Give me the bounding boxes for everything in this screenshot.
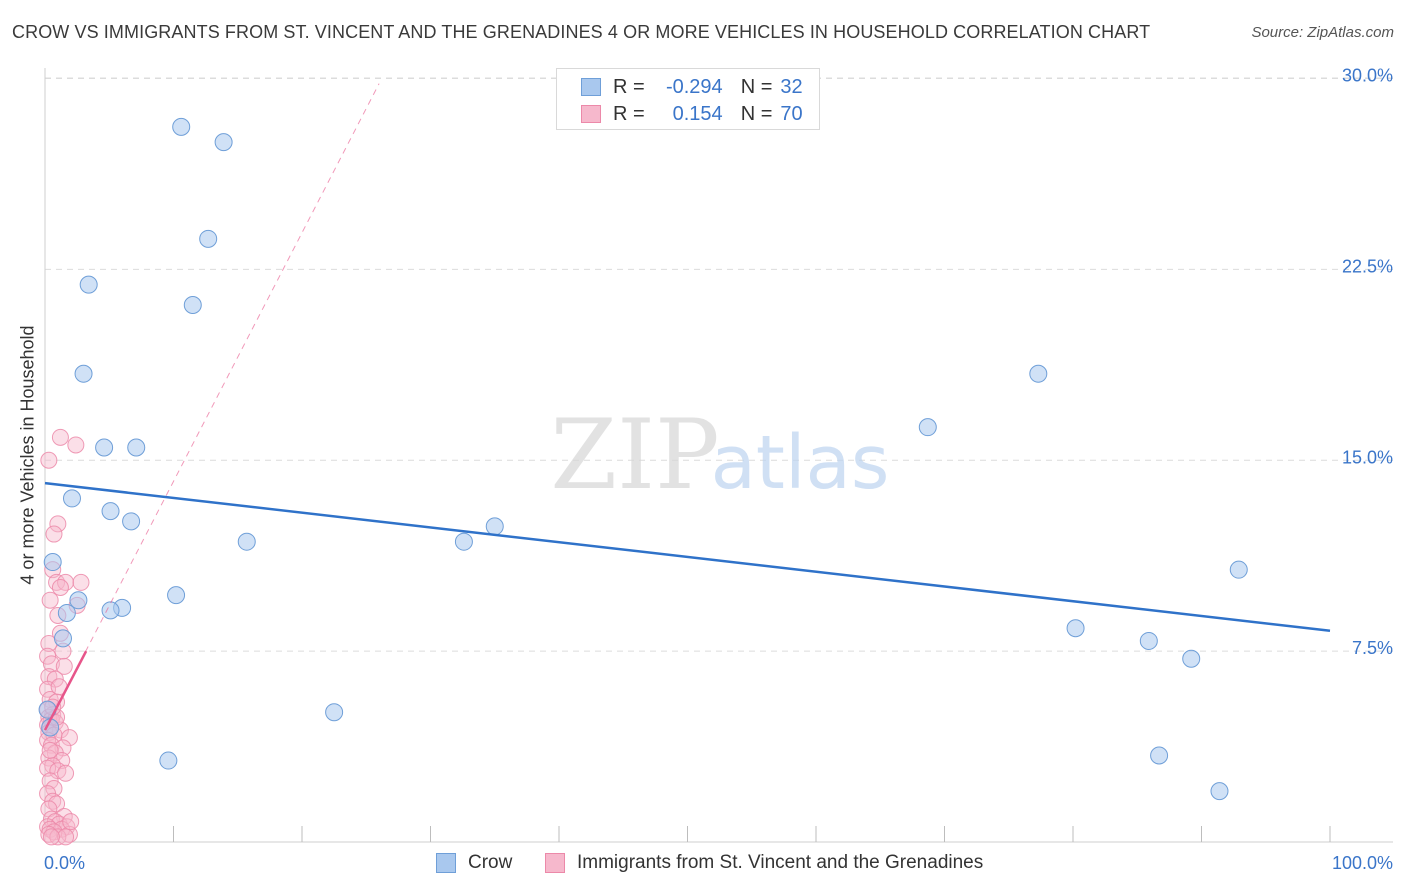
stats-row-svg: R = 0.154 N = 70 bbox=[581, 101, 803, 127]
point-immigrants-svg bbox=[49, 515, 67, 533]
chart-title: CROW VS IMMIGRANTS FROM ST. VINCENT AND … bbox=[12, 22, 1151, 42]
x-tick-label-max: 100.0% bbox=[1332, 853, 1393, 873]
point-crow bbox=[325, 703, 344, 722]
x-tick-label-min: 0.0% bbox=[44, 853, 85, 873]
point-crow bbox=[918, 418, 937, 437]
point-crow bbox=[101, 601, 120, 620]
point-immigrants-svg bbox=[57, 573, 75, 591]
point-immigrants-svg bbox=[53, 752, 71, 770]
trend-extension-svg bbox=[44, 83, 380, 731]
legend: Crow Immigrants from St. Vincent and the… bbox=[0, 852, 1406, 878]
stats-svg-n-label: N = bbox=[740, 102, 773, 125]
trend-line-crow bbox=[44, 481, 1331, 633]
point-immigrants-svg bbox=[67, 436, 85, 454]
point-crow bbox=[69, 591, 88, 610]
point-immigrants-svg bbox=[41, 741, 59, 759]
legend-swatch-svg bbox=[545, 853, 565, 873]
point-crow bbox=[1029, 364, 1048, 383]
legend-label-svg: Immigrants from St. Vincent and the Gren… bbox=[577, 852, 984, 873]
point-crow bbox=[122, 512, 141, 531]
stats-row-crow: R = -0.294 N = 32 bbox=[581, 74, 803, 100]
legend-label-crow: Crow bbox=[468, 852, 513, 873]
point-crow bbox=[57, 603, 76, 622]
stats-swatch-crow bbox=[581, 78, 601, 96]
point-crow bbox=[1066, 619, 1085, 638]
point-crow bbox=[159, 751, 178, 770]
point-crow bbox=[53, 629, 72, 648]
y-tick-label: 7.5% bbox=[1352, 638, 1393, 658]
point-crow bbox=[1139, 631, 1158, 650]
point-crow bbox=[1229, 560, 1248, 579]
tick-labels: 7.5% 15.0% 22.5% 30.0% 0.0% 100.0% bbox=[44, 66, 1393, 874]
point-crow bbox=[199, 229, 218, 248]
point-crow bbox=[214, 133, 233, 152]
point-immigrants-svg bbox=[45, 525, 63, 543]
point-immigrants-svg bbox=[39, 759, 57, 777]
point-crow bbox=[1150, 746, 1169, 765]
point-immigrants-svg bbox=[41, 772, 59, 790]
point-immigrants-svg bbox=[55, 657, 73, 675]
point-immigrants-svg bbox=[40, 451, 58, 469]
grid-lines bbox=[45, 77, 1393, 652]
y-tick-label: 30.0% bbox=[1342, 66, 1393, 86]
point-crow bbox=[485, 517, 504, 536]
y-tick-label: 22.5% bbox=[1342, 256, 1393, 276]
point-immigrants-svg bbox=[57, 828, 75, 846]
point-immigrants-svg bbox=[42, 828, 60, 846]
stats-svg-n-value: 70 bbox=[780, 102, 803, 125]
stats-crow-r-label: R = bbox=[613, 75, 645, 98]
legend-item-svg[interactable]: Immigrants from St. Vincent and the Gren… bbox=[545, 852, 983, 874]
point-immigrants-svg bbox=[57, 764, 75, 782]
legend-swatch-crow bbox=[436, 853, 456, 873]
point-crow bbox=[74, 364, 93, 383]
point-crow bbox=[1210, 782, 1229, 801]
point-crow bbox=[43, 553, 62, 572]
legend-item-crow[interactable]: Crow bbox=[436, 852, 512, 874]
point-crow bbox=[183, 296, 202, 315]
stats-swatch-svg bbox=[581, 105, 601, 123]
correlation-stats-box: R = -0.294 N = 32 R = 0.154 N = 70 bbox=[556, 68, 820, 130]
point-crow bbox=[95, 438, 114, 457]
stats-svg-r-label: R = bbox=[613, 102, 645, 125]
watermark-atlas: atlas bbox=[711, 420, 890, 506]
point-immigrants-svg bbox=[41, 591, 59, 609]
stats-crow-r-value: -0.294 bbox=[665, 75, 723, 98]
point-crow bbox=[1182, 649, 1201, 668]
point-immigrants-svg bbox=[60, 729, 78, 747]
point-crow bbox=[454, 532, 473, 551]
point-crow bbox=[237, 532, 256, 551]
y-tick-label: 15.0% bbox=[1342, 447, 1393, 467]
point-immigrants-svg bbox=[51, 428, 69, 446]
stats-crow-n-value: 32 bbox=[780, 75, 803, 98]
points-crow bbox=[38, 117, 1248, 801]
point-immigrants-svg bbox=[39, 647, 57, 665]
point-crow bbox=[79, 275, 98, 294]
point-immigrants-svg bbox=[51, 579, 69, 596]
source-credit: Source: ZipAtlas.com bbox=[1251, 24, 1394, 41]
stats-crow-n-label: N = bbox=[740, 75, 773, 98]
point-crow bbox=[101, 502, 120, 521]
stats-svg-r-value: 0.154 bbox=[672, 102, 723, 125]
trend-lines bbox=[43, 83, 1331, 731]
point-crow bbox=[62, 489, 81, 508]
trend-line-svg bbox=[43, 650, 88, 731]
point-crow bbox=[167, 586, 186, 605]
point-immigrants-svg bbox=[62, 813, 80, 831]
point-crow bbox=[172, 117, 191, 136]
point-immigrants-svg bbox=[72, 573, 90, 591]
watermark-zip: ZIP bbox=[550, 399, 719, 511]
point-crow bbox=[127, 438, 146, 457]
